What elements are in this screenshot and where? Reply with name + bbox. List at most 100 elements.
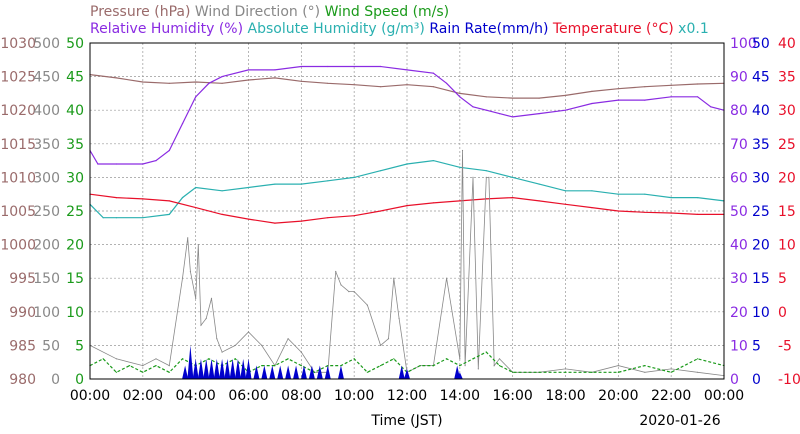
series-relative-humidity-point: [168, 149, 170, 152]
series-temperature-point: [327, 217, 329, 219]
legend-entry: Absolute Humidity (g/m³): [243, 21, 425, 37]
series-wind-direction: [89, 150, 725, 376]
series-wind-speed-point: [393, 358, 395, 360]
y-tick-direction: 350: [33, 137, 60, 153]
series-wind-speed-point: [617, 371, 619, 373]
y-tick-direction: 0: [51, 372, 60, 388]
series-relative-humidity-point: [300, 65, 302, 68]
series-pressure-point: [591, 90, 593, 92]
series-rain-rate-bar: [245, 358, 252, 379]
x-tick: 16:00: [492, 388, 532, 404]
y-tick-windspeed: 30: [66, 170, 84, 186]
series-wind-speed-point: [102, 358, 104, 360]
y-tick-direction: 250: [33, 204, 60, 220]
chart-date: 2020-01-26: [639, 413, 720, 429]
series-rain-rate-bar: [337, 365, 344, 379]
series-absolute-humidity-point: [406, 163, 408, 165]
legend-text: Pressure (hPa) Wind Direction (°) Wind S…: [90, 4, 449, 20]
series-wind-speed-point: [340, 365, 342, 367]
series-absolute-humidity-point: [327, 180, 329, 182]
y-tick-windspeed: 10: [66, 305, 84, 321]
series-absolute-humidity-point: [181, 197, 184, 199]
series-relative-humidity-point: [432, 72, 434, 74]
x-tick: 20:00: [598, 388, 638, 404]
series-temperature-point: [168, 200, 170, 202]
series-wind-speed-point: [380, 365, 382, 367]
series-wind-speed-point: [644, 365, 646, 367]
y-tick-temperature: 20: [778, 170, 796, 186]
series-wind-direction-point: [221, 351, 223, 353]
series-pressure-point: [353, 84, 355, 86]
series-wind-direction-point: [168, 365, 170, 367]
series-absolute-humidity-point: [538, 183, 540, 185]
y-tick-pressure: 990: [9, 305, 36, 321]
series-absolute-humidity-point: [102, 217, 104, 219]
series-temperature-point: [195, 207, 197, 209]
series-wind-direction-point: [697, 371, 699, 373]
x-tick: 02:00: [123, 388, 163, 404]
series-wind-direction-point: [348, 291, 350, 293]
series-rain-rate-bar: [277, 365, 284, 379]
series-wind-direction-point: [197, 244, 199, 246]
series-temperature-point: [300, 220, 302, 222]
series-wind-direction-point: [477, 368, 479, 370]
y-tick-pressure: 1005: [0, 204, 36, 220]
series-wind-direction-point: [287, 338, 289, 340]
series-rain-rate-bar: [293, 365, 300, 379]
legend-entry: x0.1: [674, 21, 709, 37]
series-wind-speed-point: [327, 365, 329, 367]
series-temperature-point: [538, 200, 540, 202]
series-wind-speed-point: [274, 365, 276, 367]
x-tick: 18:00: [545, 388, 585, 404]
series-wind-speed-point: [353, 358, 355, 360]
series-absolute-humidity: [89, 159, 725, 219]
series-rain-rate-bar: [253, 365, 260, 379]
series-relative-humidity-point: [406, 69, 408, 71]
series-wind-speed-point: [564, 371, 567, 373]
series-rain-rate-bar: [269, 365, 276, 379]
y-tick-rain: 30: [752, 170, 770, 186]
y-tick-direction: 100: [33, 305, 60, 321]
series-pressure-point: [697, 83, 699, 85]
series-wind-speed-point: [432, 365, 434, 367]
series-rain-rate-bar: [456, 372, 463, 379]
series-temperature-point: [247, 218, 250, 220]
legend-row-2: Relative Humidity (%) Absolute Humidity …: [90, 21, 709, 37]
series-absolute-humidity-point: [617, 193, 619, 195]
series-wind-direction-point: [234, 344, 236, 346]
y-tick-humidity: 50: [730, 204, 748, 220]
series-wind-direction-point: [459, 358, 461, 360]
series-rain-rate-bar: [182, 365, 189, 379]
series-relative-humidity-point: [221, 76, 223, 78]
series-wind-speed-point: [366, 371, 368, 373]
series-pressure-point: [644, 86, 646, 88]
series-wind-direction-point: [187, 237, 189, 239]
y-tick-temperature: 25: [778, 137, 796, 153]
series-absolute-humidity-point: [485, 170, 487, 172]
x-axis-label: Time (JST): [370, 413, 442, 429]
series-relative-humidity-point: [327, 65, 329, 68]
series-rain-rate-bar: [229, 358, 236, 379]
y-tick-windspeed: 0: [75, 372, 84, 388]
y-tick-rain: 25: [752, 204, 770, 220]
series-wind-speed-point: [697, 358, 699, 360]
series-absolute-humidity-point: [564, 190, 567, 192]
legend-entry: Temperature (°C): [548, 21, 673, 37]
series-pressure-point: [274, 77, 276, 79]
series-relative-humidity-point: [591, 102, 593, 105]
series-wind-speed-point: [512, 371, 514, 373]
series-rain-rate-bar: [300, 365, 307, 379]
series-temperature-point: [353, 215, 355, 217]
series-rain-rate-bar: [197, 358, 204, 379]
series-wind-speed-point: [472, 358, 474, 360]
series-wind-speed-point: [485, 351, 487, 353]
series-wind-speed-point: [129, 365, 131, 367]
series-wind-speed-point: [446, 358, 448, 360]
series-wind-direction-point: [617, 365, 619, 367]
series-temperature-point: [564, 203, 567, 205]
y-tick-rain: 10: [752, 305, 770, 321]
series-rain-rate-bar: [324, 365, 331, 379]
y-tick-direction: 500: [33, 36, 60, 52]
series-wind-direction-point: [564, 368, 567, 370]
